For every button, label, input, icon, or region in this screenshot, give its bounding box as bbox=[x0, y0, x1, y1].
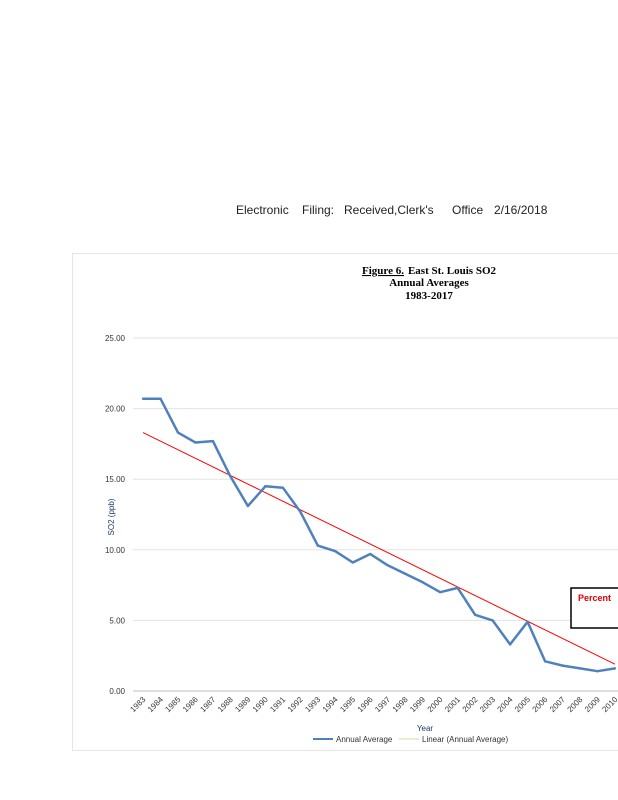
x-tick-label: 1983 bbox=[128, 695, 147, 714]
x-tick-label: 2002 bbox=[461, 695, 480, 714]
data-point-1986 bbox=[194, 441, 197, 444]
header-received: Received,Clerk's bbox=[344, 203, 434, 217]
chart-title-rest: East St. Louis SO2 bbox=[408, 265, 497, 277]
data-point-1990 bbox=[264, 485, 267, 488]
chart-frame bbox=[72, 253, 618, 751]
x-tick-label: 1993 bbox=[303, 695, 322, 714]
data-points bbox=[141, 397, 617, 673]
x-tick-label: 2007 bbox=[548, 695, 567, 714]
x-tick-label: 1995 bbox=[338, 695, 357, 714]
legend-label-linear: Linear (Annual Average) bbox=[422, 735, 508, 744]
legend-label-annual: Annual Average bbox=[336, 735, 393, 744]
header-date: 2/16/2018 bbox=[494, 203, 548, 217]
x-tick-label: 1997 bbox=[373, 695, 392, 714]
y-tick-label: 0.00 bbox=[109, 687, 125, 696]
y-tick-label: 5.00 bbox=[109, 616, 125, 625]
data-point-2006 bbox=[543, 660, 547, 663]
chart-title-figure: Figure 6. bbox=[362, 265, 404, 277]
annual-average-line bbox=[143, 397, 616, 673]
x-tick-label: 1988 bbox=[216, 695, 235, 714]
x-tick-label: 1987 bbox=[198, 695, 217, 714]
x-tick-label: 1991 bbox=[268, 695, 287, 714]
x-tick-label: 2008 bbox=[566, 695, 585, 714]
x-tick-label: 1999 bbox=[408, 695, 427, 714]
x-tick-label: 1994 bbox=[321, 695, 340, 714]
data-point-2004 bbox=[508, 643, 512, 646]
gridlines bbox=[133, 337, 618, 692]
x-tick-label: 1998 bbox=[391, 695, 410, 714]
x-tick-label: 1992 bbox=[286, 695, 305, 714]
x-tick-labels: 1983198419851986198719881989199019911992… bbox=[128, 695, 618, 714]
x-tick-label: 1986 bbox=[181, 695, 200, 714]
x-tick-label: 1984 bbox=[146, 695, 165, 714]
data-point-1987 bbox=[211, 439, 215, 443]
x-axis-label: Year bbox=[417, 724, 434, 733]
data-point-1999 bbox=[421, 581, 424, 584]
data-point-2010 bbox=[613, 667, 617, 670]
y-tick-label: 15.00 bbox=[105, 475, 126, 484]
chart-title-line1: Figure 6. East St. Louis SO2 bbox=[362, 265, 496, 277]
chart-title-line2: Annual Averages bbox=[389, 277, 469, 289]
x-tick-label: 2010 bbox=[600, 695, 618, 714]
linear-trendline bbox=[142, 432, 616, 665]
data-point-1991 bbox=[281, 486, 285, 489]
x-tick-label: 1990 bbox=[251, 695, 270, 714]
data-point-1994 bbox=[334, 550, 337, 553]
x-tick-label: 2001 bbox=[443, 695, 462, 714]
x-tick-label: 2004 bbox=[496, 695, 515, 714]
y-tick-labels: 0.00 5.00 10.00 15.00 20.00 25.00 bbox=[105, 334, 126, 696]
data-point-2003 bbox=[491, 619, 494, 622]
data-point-1997 bbox=[386, 564, 389, 567]
data-point-1993 bbox=[316, 544, 320, 547]
y-axis-label: SO2 (ppb) bbox=[107, 498, 116, 535]
x-tick-label: 1996 bbox=[356, 695, 375, 714]
data-point-1998 bbox=[404, 572, 407, 576]
data-point-1988 bbox=[229, 475, 232, 478]
data-point-2000 bbox=[438, 590, 442, 594]
data-point-1996 bbox=[369, 552, 372, 556]
y-tick-label: 20.00 bbox=[105, 405, 126, 414]
x-tick-label: 2003 bbox=[478, 695, 497, 714]
x-tick-label: 2009 bbox=[583, 695, 602, 714]
data-point-1992 bbox=[299, 510, 302, 513]
data-point-1984 bbox=[159, 397, 162, 400]
y-tick-label: 10.00 bbox=[105, 546, 126, 555]
y-tick-label: 25.00 bbox=[105, 334, 126, 343]
x-tick-label: 2005 bbox=[513, 695, 532, 714]
x-tick-label: 1985 bbox=[163, 695, 182, 714]
x-tick-label: 2000 bbox=[426, 695, 445, 714]
data-point-2005 bbox=[526, 620, 529, 624]
data-point-2008 bbox=[578, 667, 582, 670]
x-tick-label: 2006 bbox=[531, 695, 550, 714]
data-point-2007 bbox=[561, 664, 564, 667]
data-point-2001 bbox=[456, 586, 459, 590]
data-point-2009 bbox=[596, 670, 599, 673]
chart-title-line3: 1983-2017 bbox=[405, 290, 453, 302]
percent-annotation-text: Percent bbox=[578, 593, 611, 603]
header-filing: Filing: bbox=[302, 203, 335, 217]
percent-annotation-box bbox=[570, 587, 618, 629]
header-office: Office bbox=[452, 203, 484, 217]
x-tick-label: 1989 bbox=[233, 695, 252, 714]
data-point-1985 bbox=[176, 431, 180, 434]
header-electronic: Electronic bbox=[236, 203, 289, 217]
data-point-1983 bbox=[141, 397, 145, 400]
data-point-2002 bbox=[473, 613, 477, 616]
data-point-1995 bbox=[351, 561, 354, 564]
data-point-1989 bbox=[246, 504, 250, 508]
